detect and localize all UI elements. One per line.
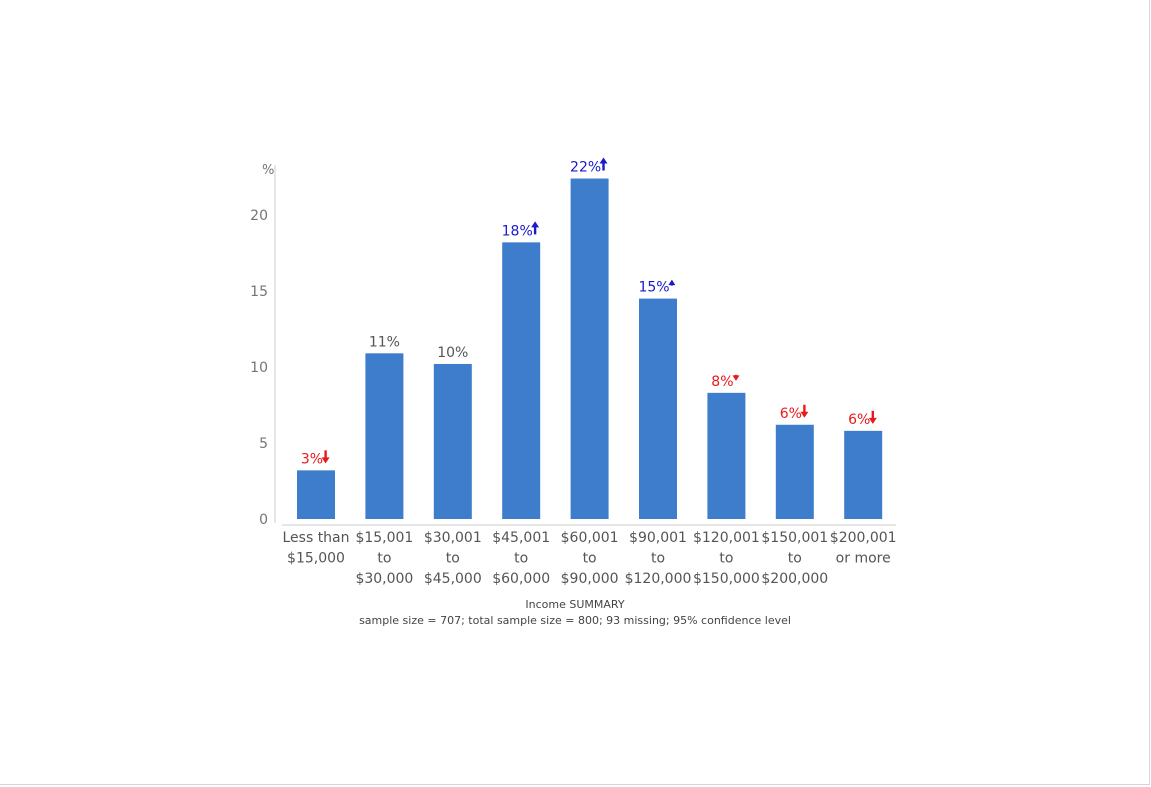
x-tick-label: $60,000 [492,571,550,587]
x-tick-label: $15,001 [355,530,413,546]
down-arrow-icon-head [800,411,809,418]
x-tick-label: to [788,551,802,567]
x-tick-label: $30,001 [424,530,482,546]
down-arrow-icon-head [868,417,877,424]
chart-title: Income SUMMARY [525,598,624,611]
data-label: 6% [780,406,802,422]
x-tick-label: $90,000 [561,571,619,587]
up-arrow-icon-head [531,221,540,228]
x-tick-label: $15,000 [287,551,345,567]
bar [297,470,335,519]
x-tick-label: $45,000 [424,571,482,587]
data-label: 11% [369,334,400,350]
data-label: 6% [848,412,870,428]
x-tick-label: $30,000 [355,571,413,587]
y-tick-label: 5 [259,436,268,452]
data-labels: 3% 11% 10% 18% 22% 15% 8% 6% 6% [301,157,877,467]
data-label: 3% [301,451,323,467]
chart-note: sample size = 707; total sample size = 8… [359,614,791,627]
x-tick-label: to [514,551,528,567]
data-label: 8% [711,374,733,390]
bar [844,430,883,519]
axes: 0 5 10 15 20 [250,165,896,528]
up-arrow-icon-head [668,279,676,286]
bar [775,424,814,519]
bar [502,242,541,520]
bar [639,298,677,519]
x-tick-label: $200,001 [830,530,897,546]
x-tick-label: to [377,551,391,567]
x-tick-label: $150,001 [761,530,828,546]
y-tick-label: 15 [250,284,268,300]
category-labels: Less than $15,000 $15,001 to $30,000 $30,001 t… [282,530,896,587]
bar [570,178,609,519]
bar [433,363,472,519]
y-tick-label: 10 [250,360,268,376]
bar [365,353,404,519]
up-arrow-icon-head [599,157,608,164]
data-label: 15% [638,280,669,296]
data-label: 22% [570,160,601,176]
data-label: 10% [437,345,468,361]
y-tick-label: 20 [250,208,268,224]
down-arrow-icon-head [321,457,330,464]
x-tick-label: $90,001 [629,530,687,546]
x-tick-label: to [446,551,460,567]
x-tick-label: $120,001 [693,530,760,546]
down-arrow-icon-head [732,375,740,381]
y-tick-label: 0 [259,512,268,528]
y-unit-label: % [262,163,274,178]
x-tick-label: to [719,551,733,567]
x-tick-label: Less than [282,530,349,546]
x-tick-label: $120,000 [625,571,692,587]
x-tick-label: $200,000 [761,571,828,587]
x-tick-label: to [583,551,597,567]
bars [297,178,883,520]
x-tick-label: or more [836,551,891,567]
data-label: 18% [502,223,533,239]
x-tick-label: $60,001 [561,530,619,546]
x-tick-label: $150,000 [693,571,760,587]
bar [707,392,746,519]
x-tick-label: $45,001 [492,530,550,546]
x-tick-label: to [651,551,665,567]
